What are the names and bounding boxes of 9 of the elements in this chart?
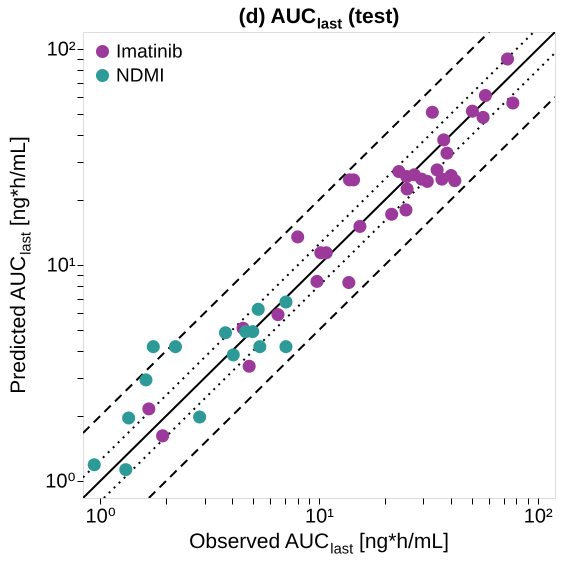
legend-label: NDMI [116, 66, 165, 86]
y-tick-label: 10¹ [46, 254, 76, 277]
x-tick-label: 10⁰ [86, 506, 116, 528]
x-tick-label: 10² [524, 506, 553, 528]
y-tick-label: 10⁰ [45, 470, 76, 493]
y-axis-title: Predicted AUClast [ng*h/mL] [7, 136, 34, 394]
legend-label: Imatinib [116, 42, 183, 62]
y-tick-label: 10² [46, 38, 76, 61]
x-tick-label: 10¹ [304, 506, 334, 528]
